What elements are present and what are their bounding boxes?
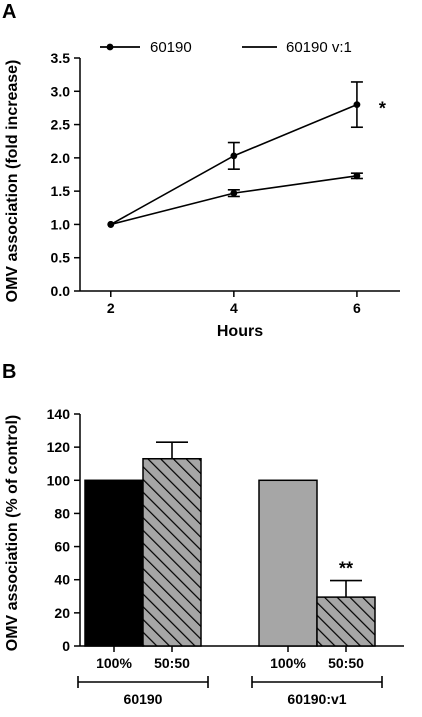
y-tick-label-b: 20 — [54, 605, 70, 621]
x-tick-label-b: 100% — [270, 655, 306, 671]
bar — [316, 596, 376, 647]
series-layer-a: * — [107, 81, 386, 228]
y-axis-title-a: OMV association (fold increase) — [4, 60, 21, 303]
data-point — [230, 189, 238, 197]
legend-label-2: 60190 v:1 — [286, 39, 352, 56]
x-tick-label-a: 4 — [230, 300, 238, 316]
x-tick-label-a: 6 — [353, 300, 361, 316]
y-tick-label-a: 3.5 — [51, 50, 71, 66]
group-brackets-b: 60190 60190:v1 — [77, 676, 383, 707]
data-point — [230, 152, 238, 160]
y-tick-label-b: 100 — [47, 472, 71, 488]
group-label-2: 60190:v1 — [287, 691, 346, 707]
y-tick-label-b: 0 — [62, 638, 70, 654]
bar — [258, 479, 318, 647]
y-tick-label-a: 2.5 — [51, 117, 71, 133]
data-point — [353, 172, 361, 180]
tick-labels-a: 0.0 0.5 1.0 1.5 2.0 2.5 3.0 3.5 2 4 6 — [51, 50, 361, 316]
bars-layer-b: ** — [84, 441, 376, 647]
y-tick-label-b: 40 — [54, 572, 70, 588]
legend-marker-1 — [106, 43, 114, 51]
y-tick-label-a: 3.0 — [51, 83, 71, 99]
legend-label-1: 60190 — [150, 39, 192, 56]
y-tick-label-b: 120 — [47, 439, 71, 455]
group-label-1: 60190 — [124, 691, 163, 707]
y-tick-label-b: 140 — [47, 406, 71, 422]
x-axis-title-a: Hours — [217, 323, 263, 340]
panel-letter-b: B — [2, 361, 16, 383]
bar-chart-b: B 0 20 40 60 80 100 120 140 100% 50:50 100% 50:50 *… — [2, 361, 404, 707]
bar — [84, 479, 144, 647]
bar — [142, 457, 202, 647]
data-point — [353, 101, 361, 108]
y-tick-label-a: 0.5 — [51, 250, 71, 266]
data-point — [107, 221, 115, 228]
panel-letter-a: A — [2, 1, 16, 23]
y-axis-title-b: OMV association (% of control) — [4, 415, 21, 651]
y-tick-label-a: 2.0 — [51, 150, 71, 166]
x-tick-label-b: 100% — [96, 655, 132, 671]
y-tick-label-a: 1.5 — [51, 183, 71, 199]
tick-labels-b: 0 20 40 60 80 100 120 140 100% 50:50 100% 50:50 — [47, 406, 364, 671]
y-tick-label-b: 60 — [54, 539, 70, 555]
y-tick-label-b: 80 — [54, 505, 70, 521]
series-line-2 — [110, 175, 358, 226]
significance-marker-a: * — [379, 99, 386, 119]
significance-marker-b: ** — [339, 559, 353, 579]
line-chart-a: A 0.00.51.01.52.02.53.03.52 4 6 * 60190 601… — [2, 1, 400, 340]
axes-a — [74, 57, 400, 297]
y-tick-label-a: 1.0 — [51, 216, 71, 232]
x-tick-label-b: 50:50 — [328, 655, 364, 671]
y-tick-label-a: 0.0 — [51, 283, 71, 299]
x-tick-label-b: 50:50 — [154, 655, 190, 671]
legend-a: 60190 60190 v:1 — [100, 39, 352, 56]
x-tick-label-a: 2 — [107, 300, 115, 316]
